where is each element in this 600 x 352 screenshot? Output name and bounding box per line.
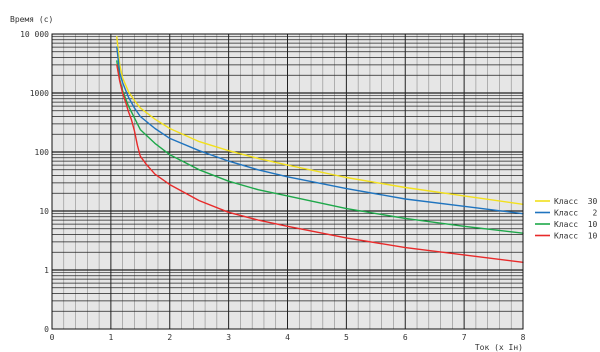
major-gridlines <box>52 34 523 329</box>
x-tick-label: 0 <box>50 333 55 342</box>
y-tick-label: 1000 <box>30 89 49 98</box>
x-tick-label: 7 <box>462 333 467 342</box>
y-tick-label: 100 <box>35 148 50 157</box>
x-tick-labels: 0 1 2 3 4 5 6 7 8 <box>50 333 526 342</box>
x-tick-label: 4 <box>285 333 290 342</box>
series-line-3 <box>116 60 524 234</box>
legend-label: Класс 10 <box>554 220 598 229</box>
series-layer <box>116 36 524 263</box>
x-tick-label: 2 <box>167 333 172 342</box>
y-axis-label: Время (с) <box>10 15 53 24</box>
legend-label: Класс 2 <box>554 209 598 218</box>
x-tick-label: 6 <box>403 333 408 342</box>
legend: Класс 30 Класс 2 Класс 10 Класс 10 <box>535 197 598 241</box>
x-tick-label: 3 <box>226 333 231 342</box>
series-line-1 <box>116 36 524 206</box>
y-tick-label: 10 000 <box>20 30 49 39</box>
legend-label: Класс 10 <box>554 232 598 241</box>
y-tick-label: 0 <box>44 325 49 334</box>
series-line-4 <box>116 64 524 263</box>
x-tick-label: 1 <box>108 333 113 342</box>
y-tick-labels: 0 1 10 100 1000 10 000 <box>20 30 49 334</box>
y-tick-label: 10 <box>39 207 49 216</box>
legend-label: Класс 30 <box>554 197 598 206</box>
y-tick-label: 1 <box>44 266 49 275</box>
x-axis-label: Ток (х Iн) <box>475 343 523 352</box>
x-tick-label: 5 <box>344 333 349 342</box>
x-tick-label: 8 <box>521 333 526 342</box>
plot-frame <box>51 33 524 330</box>
series-line-2 <box>116 46 524 215</box>
